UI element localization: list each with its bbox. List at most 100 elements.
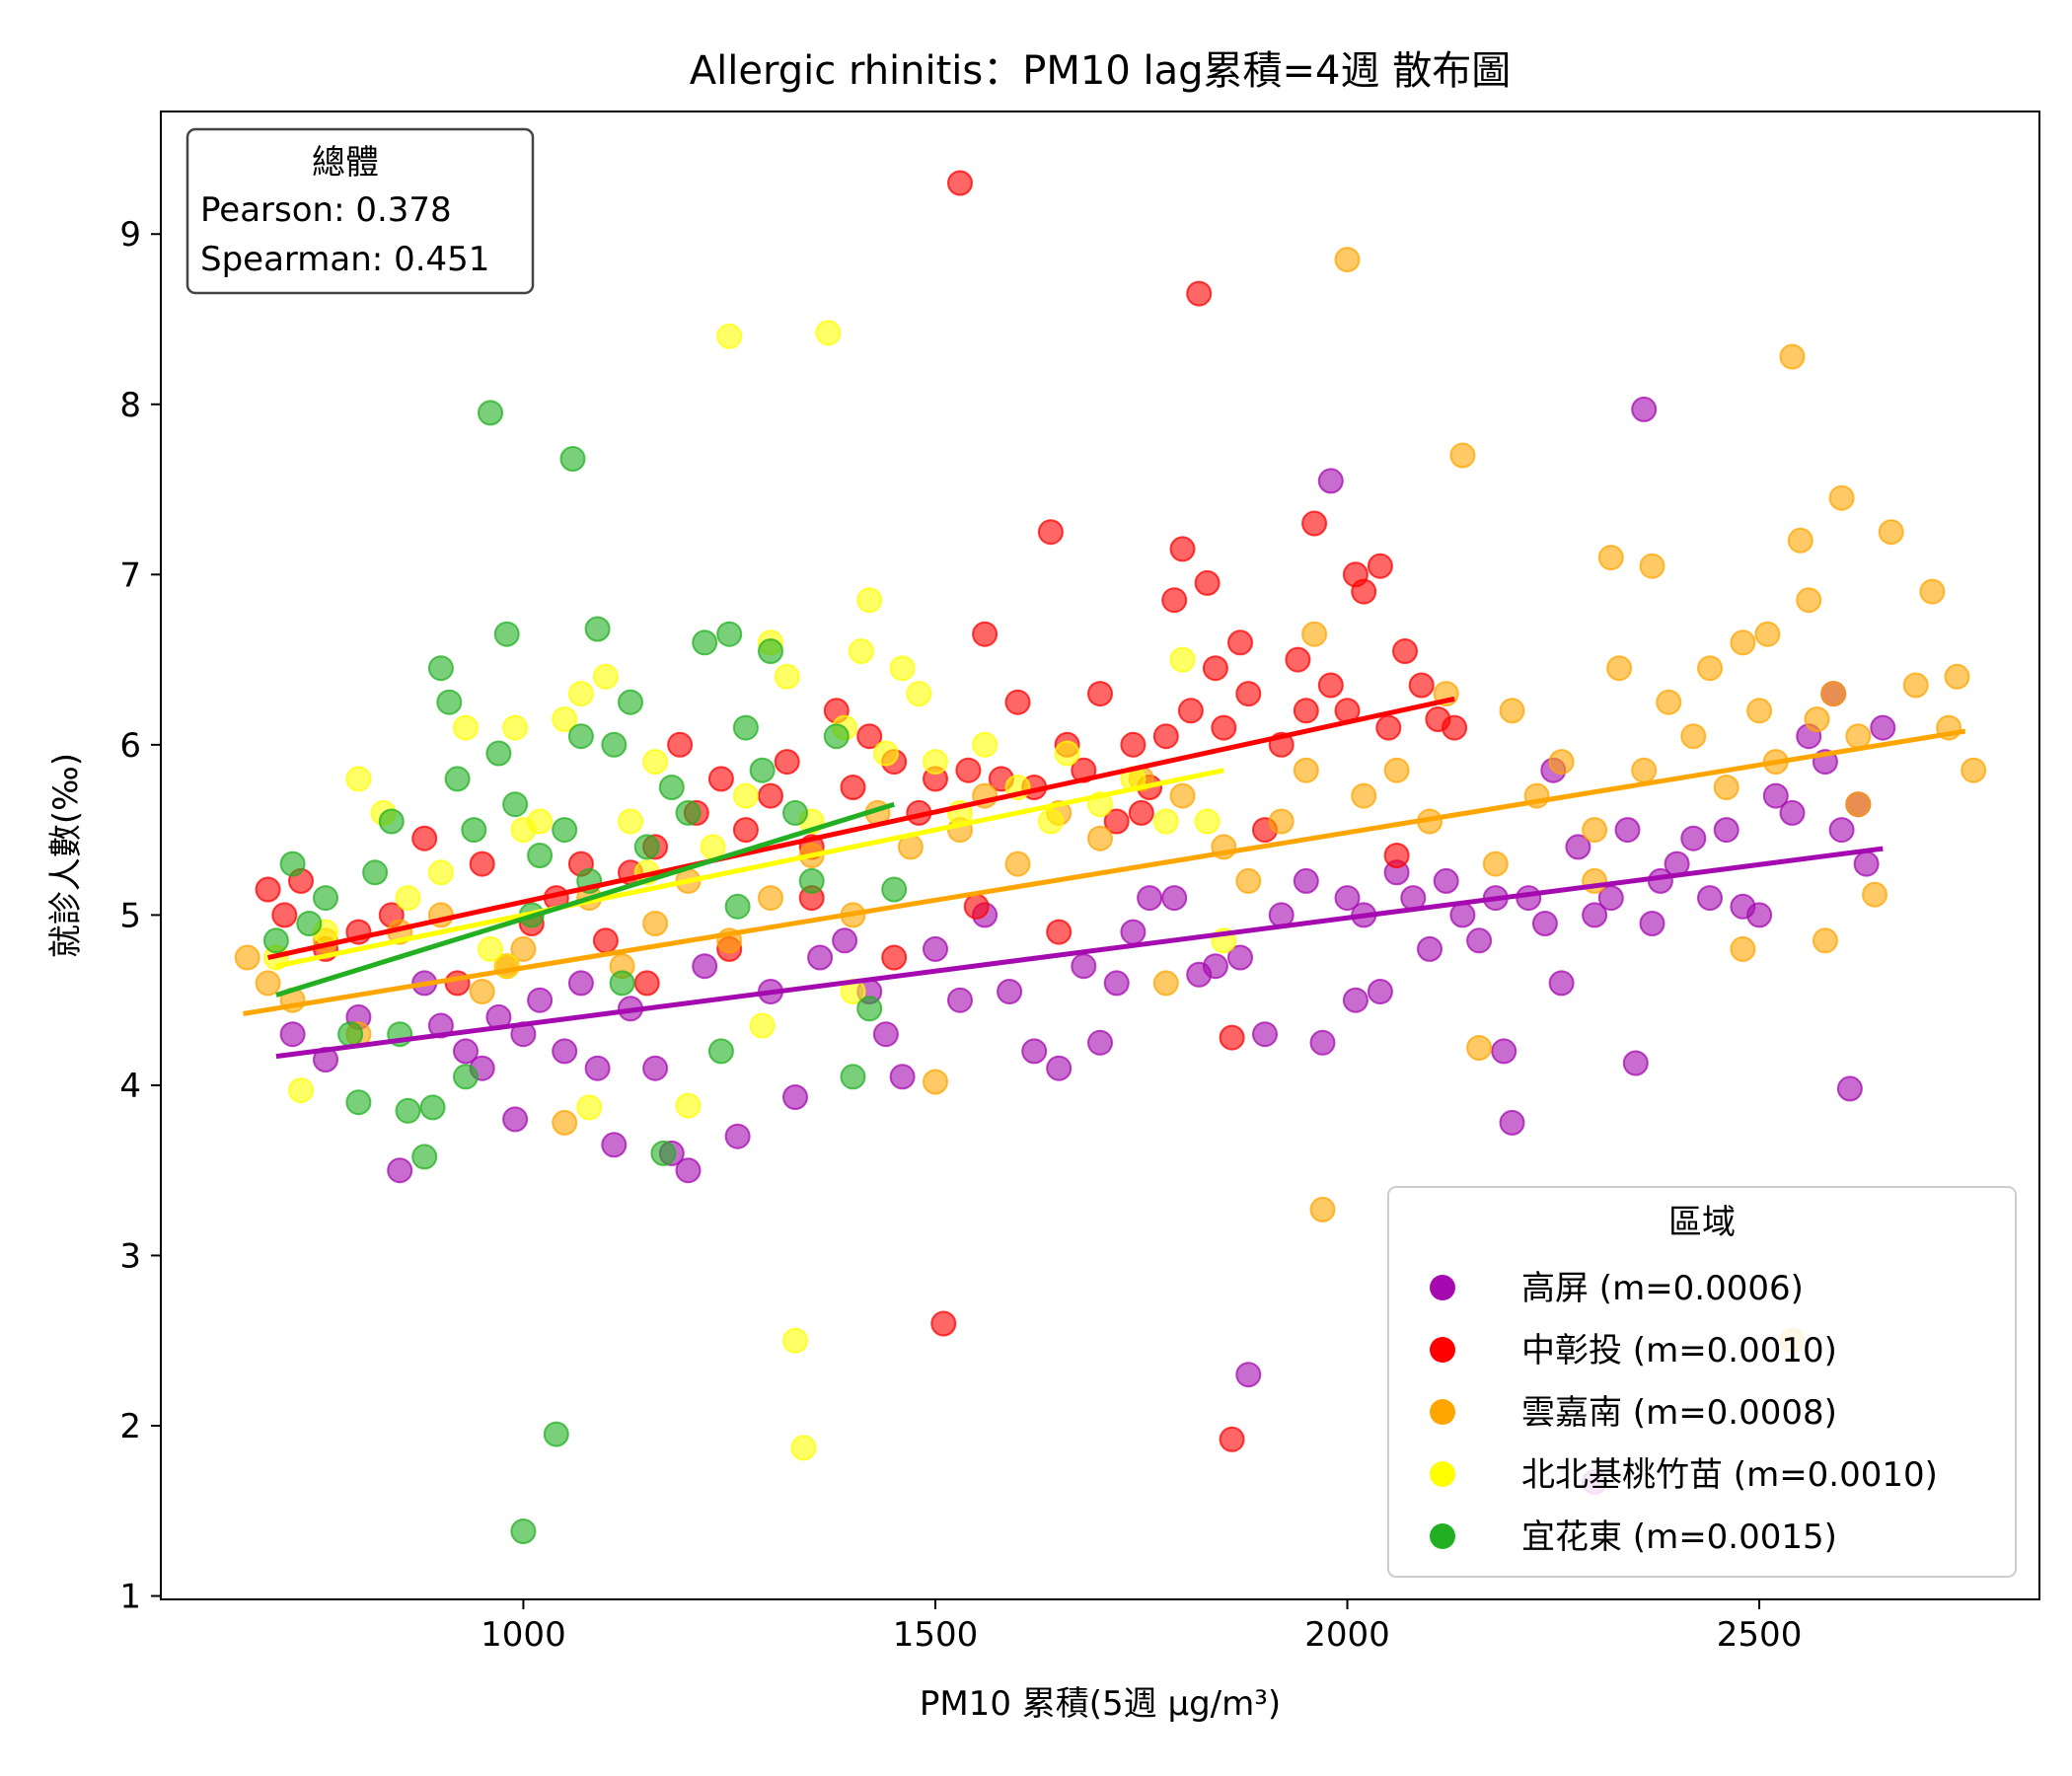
legend-label-series-0: 高屏 (m=0.0006) [1521, 1269, 1804, 1308]
scatter-point-series-2 [1845, 723, 1872, 750]
scatter-point-series-0 [1021, 1038, 1048, 1065]
scatter-point-series-1 [469, 851, 495, 877]
scatter-point-series-3 [774, 663, 800, 690]
scatter-point-series-1 [758, 782, 783, 809]
legend-marker-series-1 [1430, 1337, 1455, 1363]
scatter-point-series-0 [1870, 714, 1896, 741]
scatter-point-series-4 [527, 843, 554, 868]
scatter-point-series-0 [567, 970, 594, 997]
scatter-point-series-0 [642, 1055, 669, 1081]
scatter-point-series-2 [1697, 655, 1723, 682]
scatter-point-series-0 [1449, 902, 1476, 928]
scatter-point-series-0 [1828, 817, 1855, 844]
scatter-point-series-1 [1169, 536, 1196, 562]
legend-label-series-1: 中彰投 (m=0.0010) [1521, 1331, 1837, 1370]
scatter-point-series-0 [1293, 867, 1319, 894]
fit-line-series-2 [243, 728, 1966, 1016]
scatter-point-series-0 [1531, 911, 1558, 936]
scatter-point-series-0 [1071, 953, 1097, 980]
y-axis: 1 2 3 4 5 6 7 8 9 [119, 215, 161, 1617]
y-tick-label: 7 [119, 555, 141, 595]
scatter-point-series-2 [1639, 553, 1665, 579]
scatter-point-series-3 [453, 714, 479, 741]
scatter-point-series-4 [262, 927, 289, 954]
scatter-point-series-2 [1169, 782, 1196, 809]
scatter-point-series-3 [427, 859, 454, 886]
fit-lines-layer [243, 696, 1966, 1060]
scatter-point-series-2 [1309, 1196, 1336, 1222]
scatter-point-series-0 [1046, 1055, 1073, 1081]
scatter-point-series-2 [1746, 698, 1773, 724]
y-tick-label: 2 [119, 1407, 141, 1446]
scatter-point-series-4 [798, 867, 825, 894]
scatter-point-series-4 [345, 1089, 372, 1116]
scatter-point-series-4 [362, 859, 389, 886]
scatter-point-series-1 [774, 749, 800, 776]
x-tick-label: 2500 [1717, 1615, 1803, 1655]
scatter-point-series-0 [584, 1055, 611, 1081]
scatter-point-series-2 [1656, 689, 1682, 715]
scatter-point-series-1 [1087, 681, 1113, 707]
y-tick-label: 5 [119, 896, 141, 935]
scatter-point-series-3 [972, 731, 999, 758]
scatter-point-series-1 [1227, 629, 1253, 656]
scatter-point-series-1 [1408, 672, 1435, 699]
scatter-point-series-2 [1730, 629, 1756, 656]
scatter-point-series-2 [1796, 587, 1822, 614]
scatter-point-series-4 [609, 970, 635, 997]
scatter-point-series-0 [1202, 953, 1228, 980]
stats-box-title: 總體 [312, 143, 379, 183]
scatter-point-series-1 [1383, 843, 1410, 868]
scatter-point-series-3 [510, 817, 537, 844]
scatter-point-series-0 [832, 927, 858, 954]
scatter-point-series-2 [469, 979, 495, 1004]
scatter-point-series-4 [427, 655, 454, 682]
scatter-point-series-0 [502, 1106, 529, 1133]
scatter-point-series-1 [1351, 578, 1377, 605]
scatter-point-series-2 [1787, 527, 1813, 554]
y-tick-label: 1 [119, 1578, 141, 1617]
scatter-point-series-4 [552, 817, 578, 844]
scatter-point-series-4 [444, 766, 471, 792]
y-tick-label: 6 [119, 726, 141, 766]
scatter-point-series-1 [707, 766, 734, 792]
scatter-point-series-3 [478, 935, 503, 962]
scatter-point-series-3 [790, 1435, 817, 1461]
scatter-point-series-2 [1087, 825, 1113, 851]
scatter-point-series-2 [1902, 672, 1929, 699]
legend: 區域 高屏 (m=0.0006) 中彰投 (m=0.0010) 雲嘉南 (m=0.0… [1387, 1186, 2017, 1578]
scatter-points-layer [234, 170, 1987, 1544]
scatter-point-series-0 [872, 1021, 899, 1048]
scatter-point-series-4 [313, 885, 338, 912]
chart-title: Allergic rhinitis：PM10 lag累積=4週 散布圖 [690, 48, 1511, 94]
scatter-point-series-3 [395, 885, 421, 912]
scatter-point-series-1 [633, 970, 660, 997]
scatter-point-series-1 [271, 902, 298, 928]
scatter-point-series-4 [543, 1421, 569, 1447]
scatter-point-series-1 [1293, 698, 1319, 724]
scatter-point-series-0 [1317, 468, 1344, 494]
fit-line-series-0 [275, 846, 1884, 1060]
scatter-point-series-4 [478, 400, 503, 426]
scatter-point-series-1 [1317, 672, 1344, 699]
scatter-point-series-0 [1565, 834, 1591, 860]
scatter-point-series-0 [1499, 1109, 1525, 1136]
y-axis-label: 就診人數(‰) [46, 753, 86, 958]
scatter-point-series-4 [707, 1038, 734, 1065]
fit-line-series-4 [275, 801, 895, 998]
scatter-point-series-0 [1227, 944, 1253, 971]
scatter-point-series-1 [1004, 689, 1031, 715]
x-tick-label: 1000 [481, 1615, 566, 1655]
scatter-point-series-4 [692, 629, 718, 656]
scatter-point-series-4 [453, 1064, 479, 1090]
scatter-point-series-4 [782, 799, 808, 826]
scatter-point-series-0 [1491, 1038, 1517, 1065]
scatter-point-series-2 [1845, 791, 1872, 818]
scatter-point-series-2 [255, 970, 281, 997]
scatter-point-series-4 [675, 799, 702, 826]
scatter-point-series-2 [1631, 757, 1658, 783]
scatter-point-series-2 [1606, 655, 1633, 682]
scatter-point-series-1 [947, 170, 973, 196]
scatter-point-series-4 [279, 851, 306, 877]
scatter-point-series-1 [1235, 681, 1262, 707]
